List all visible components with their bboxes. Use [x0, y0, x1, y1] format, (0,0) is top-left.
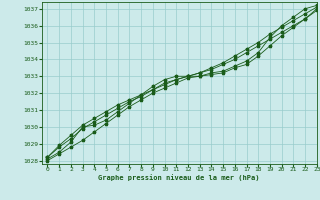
X-axis label: Graphe pression niveau de la mer (hPa): Graphe pression niveau de la mer (hPa): [99, 174, 260, 181]
